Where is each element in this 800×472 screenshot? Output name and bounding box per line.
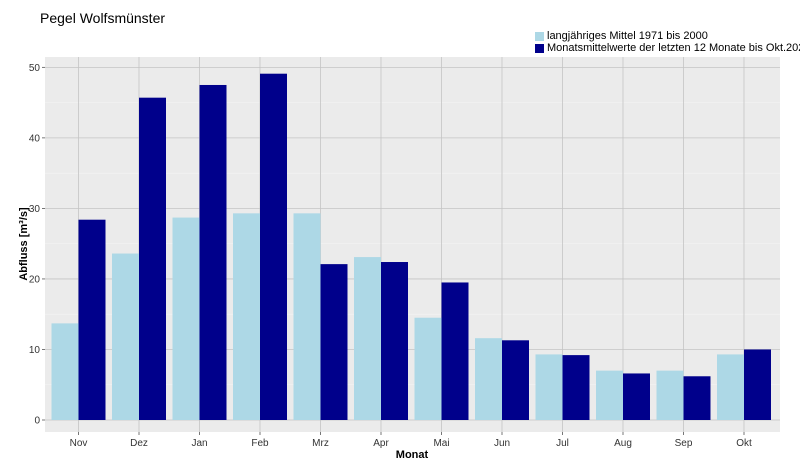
legend-swatch-mean	[535, 31, 544, 41]
bar-mean-nov	[51, 323, 79, 420]
bar-mean-mrz	[293, 213, 321, 420]
bar-recent-aug	[623, 373, 650, 420]
legend-item-recent: Monatsmittelwerte der letzten 12 Monate …	[535, 42, 800, 54]
bar-mean-jul	[535, 354, 563, 420]
bar-mean-jun	[475, 338, 502, 420]
x-tick-label: Nov	[70, 438, 88, 449]
bar-mean-feb	[233, 213, 260, 420]
bar-mean-sep	[656, 370, 684, 420]
x-axis-title: Monat	[396, 449, 429, 461]
x-tick-label: Jul	[556, 438, 569, 449]
bar-mean-dez	[112, 253, 139, 420]
x-tick-label: Okt	[736, 438, 752, 449]
legend-item-mean: langjähriges Mittel 1971 bis 2000	[535, 30, 800, 42]
y-axis-title: Abfluss [m³/s]	[18, 207, 30, 281]
y-tick-label: 20	[29, 274, 41, 285]
bar-recent-feb	[260, 73, 287, 421]
x-tick-label: Apr	[373, 438, 389, 449]
chart-title: Pegel Wolfsmünster	[40, 10, 166, 26]
x-tick-label: Jun	[494, 438, 510, 449]
bar-recent-mrz	[320, 264, 348, 420]
legend-label-mean: langjähriges Mittel 1971 bis 2000	[547, 30, 708, 42]
x-tick-label: Mrz	[312, 438, 329, 449]
x-tick-label: Jan	[191, 438, 207, 449]
bar-mean-mai	[414, 317, 442, 420]
bar-mean-aug	[596, 370, 623, 420]
plot-panel	[45, 57, 780, 432]
bar-recent-jun	[502, 340, 529, 420]
bar-recent-nov	[78, 219, 106, 420]
x-tick-label: Sep	[675, 438, 693, 449]
y-tick-label: 50	[29, 63, 41, 74]
bar-recent-okt	[744, 349, 771, 420]
bar-mean-jan	[172, 217, 200, 420]
bar-mean-apr	[354, 257, 381, 420]
y-tick-label: 10	[29, 345, 41, 356]
bar-recent-jul	[562, 355, 590, 420]
bar-recent-mai	[441, 282, 469, 420]
y-tick-label: 0	[34, 416, 40, 427]
legend-label-recent: Monatsmittelwerte der letzten 12 Monate …	[547, 42, 800, 54]
y-tick-label: 40	[29, 133, 41, 144]
bar-recent-sep	[683, 376, 711, 420]
x-tick-label: Feb	[251, 438, 269, 449]
x-tick-label: Dez	[130, 438, 148, 449]
axes: 0 10 20 30 40 50 Nov Dez Jan Feb Mrz Apr Mai Jun Jul Au…	[29, 63, 752, 449]
bar-recent-dez	[139, 97, 166, 420]
legend-swatch-recent	[535, 43, 544, 53]
y-tick-label: 30	[29, 204, 41, 215]
bar-mean-okt	[717, 354, 744, 420]
x-tick-label: Aug	[614, 438, 632, 449]
bars	[51, 73, 771, 421]
bar-recent-apr	[381, 262, 408, 420]
bar-recent-jan	[199, 84, 227, 421]
legend: langjähriges Mittel 1971 bis 2000 Monats…	[535, 30, 800, 54]
x-tick-label: Mai	[433, 438, 449, 449]
